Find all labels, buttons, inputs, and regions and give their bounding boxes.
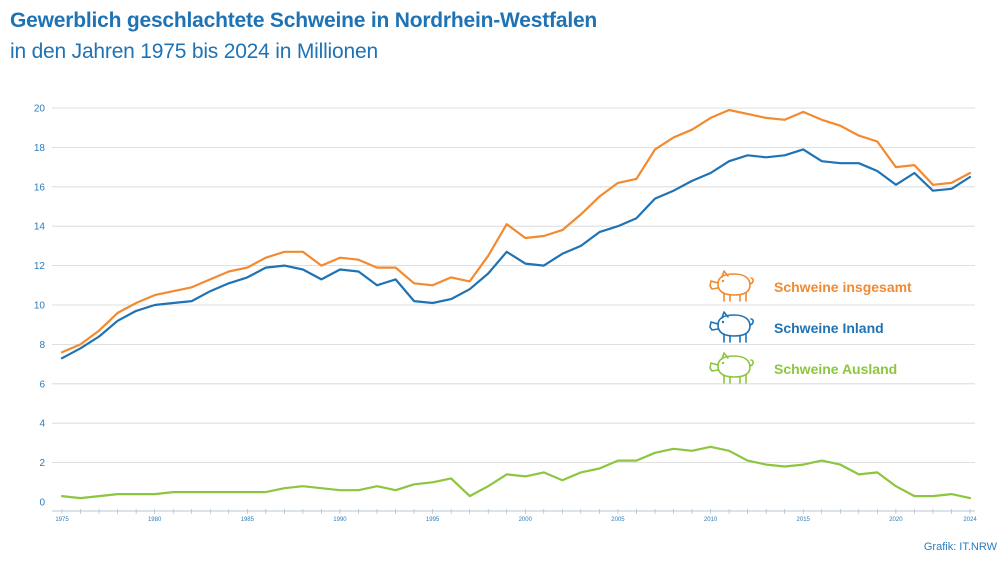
y-axis: 0 2 4 6 8 10 12 14 16 18 20 — [34, 104, 46, 509]
legend-label: Schweine Inland — [774, 320, 884, 336]
y-tick-label: 20 — [34, 104, 46, 115]
chart-title: Gewerblich geschlachtete Schweine in Nor… — [10, 9, 598, 32]
x-tick-label: 1995 — [426, 517, 440, 523]
y-tick-label: 14 — [34, 222, 46, 233]
y-tick-label: 6 — [39, 379, 45, 390]
x-tick-label: 2020 — [889, 517, 903, 523]
y-tick-label: 12 — [34, 261, 46, 272]
x-tick-label: 1990 — [333, 517, 347, 523]
series-line-3 — [60, 445, 972, 500]
x-tick-label: 1985 — [241, 517, 255, 523]
series-lines — [60, 108, 972, 500]
gridlines — [52, 107, 975, 464]
y-tick-label: 16 — [34, 182, 46, 193]
y-tick-label: 2 — [39, 458, 45, 469]
x-tick-label: 2015 — [797, 517, 811, 523]
pig-icon — [709, 352, 754, 384]
x-tick-label: 1980 — [148, 517, 162, 523]
x-tick-label: 1975 — [55, 517, 69, 523]
legend-label: Schweine Ausland — [774, 361, 897, 377]
series-line-2 — [60, 148, 972, 360]
x-axis: 1975 1980 1985 1990 1995 2000 2005 2010 2015 2020… — [52, 509, 977, 523]
pig-icon — [709, 311, 754, 343]
legend-label: Schweine insgesamt — [774, 279, 912, 295]
legend: Schweine insgesamt Schweine Inland Schwein… — [709, 270, 912, 384]
y-tick-label: 4 — [39, 419, 45, 430]
y-tick-label: 8 — [39, 340, 45, 351]
source-credit: Grafik: IT.NRW — [923, 541, 997, 553]
chart-subtitle: in den Jahren 1975 bis 2024 in Millionen — [10, 40, 378, 63]
x-tick-label: 2024 — [963, 517, 977, 523]
y-tick-label: 0 — [39, 498, 45, 509]
x-tick-label: 2000 — [519, 517, 533, 523]
x-tick-label: 2005 — [611, 517, 625, 523]
x-tick-label: 2010 — [704, 517, 718, 523]
pig-icon — [709, 270, 754, 302]
series-line-1 — [60, 108, 972, 354]
y-tick-label: 10 — [34, 301, 46, 312]
y-tick-label: 18 — [34, 143, 46, 154]
